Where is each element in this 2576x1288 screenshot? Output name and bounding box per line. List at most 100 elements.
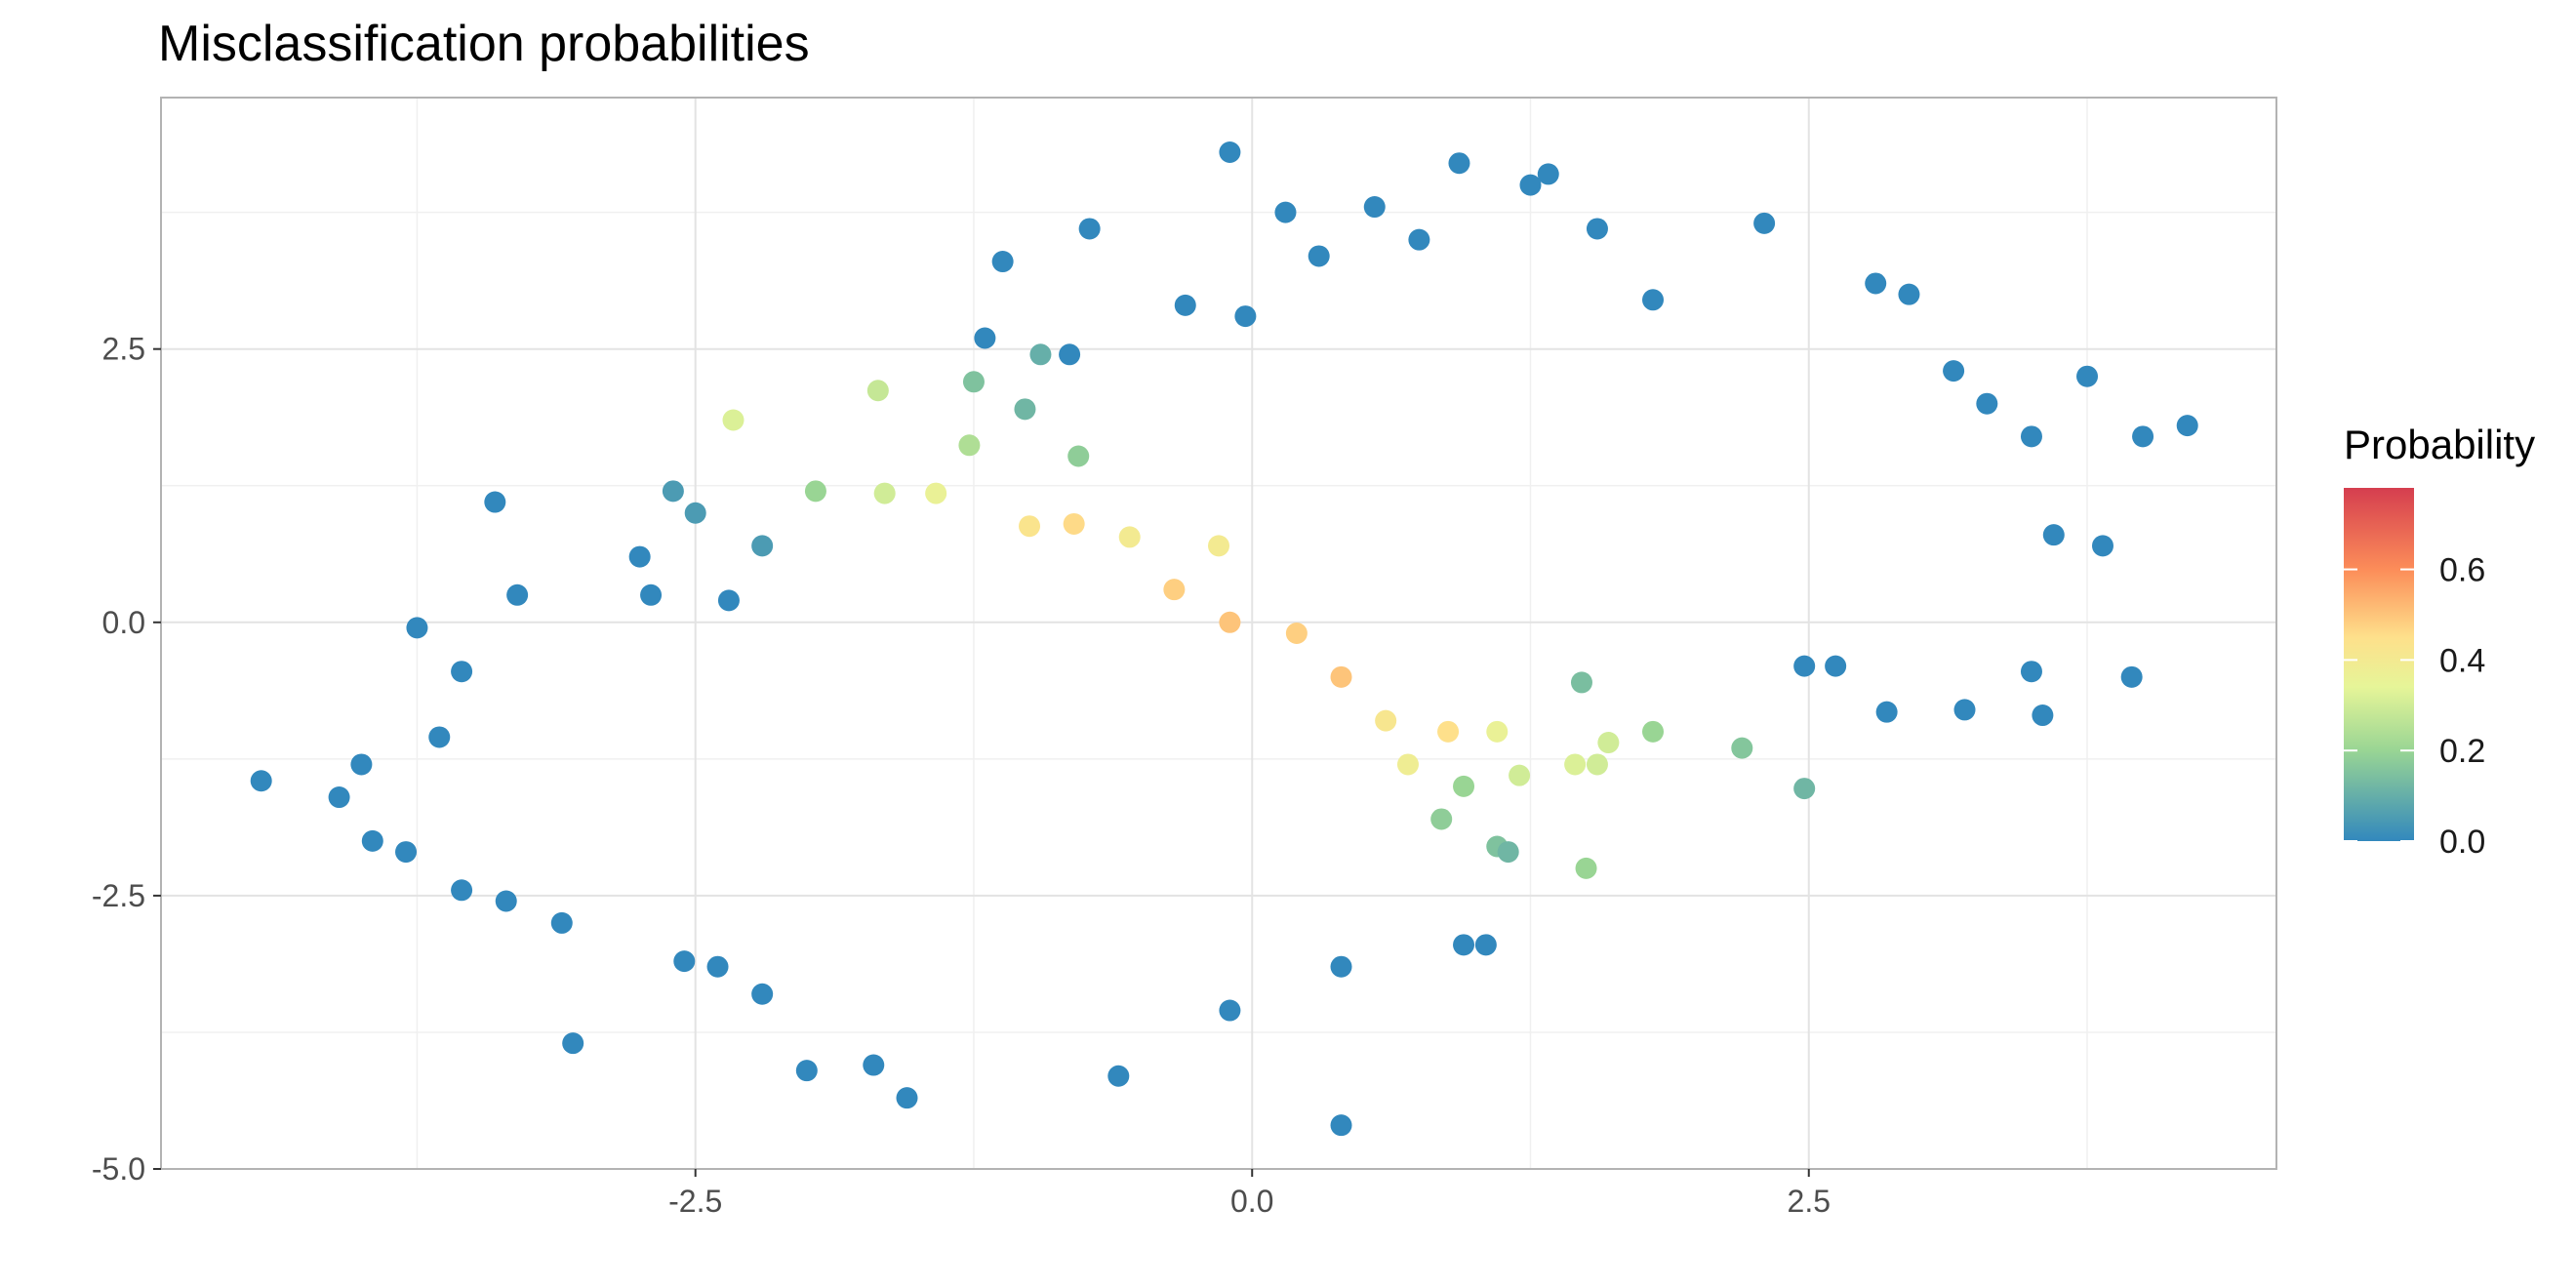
legend-tick-label: 0.2	[2439, 733, 2485, 770]
data-point	[1163, 579, 1186, 601]
data-point	[1063, 512, 1085, 535]
data-point	[428, 726, 451, 748]
x-axis: -2.5 0.0 2.5	[668, 1169, 1831, 1219]
plot-panel	[160, 97, 2277, 1170]
panel-background	[161, 98, 2276, 1169]
data-point	[795, 1060, 818, 1082]
data-point	[1234, 305, 1257, 328]
data-point	[1330, 665, 1352, 688]
data-point	[1865, 272, 1887, 295]
data-point	[2132, 425, 2154, 448]
data-point	[1059, 343, 1081, 366]
data-point	[866, 380, 889, 402]
data-point	[1274, 201, 1297, 223]
data-point	[350, 753, 373, 776]
data-point	[1219, 999, 1241, 1022]
data-point	[1453, 775, 1475, 797]
data-point	[925, 482, 947, 504]
data-point	[1597, 732, 1620, 754]
data-point	[1118, 526, 1141, 548]
data-point	[328, 786, 350, 809]
data-point	[250, 770, 272, 792]
data-point	[1875, 701, 1898, 723]
data-point	[495, 890, 517, 912]
y-tick-label: -2.5	[92, 878, 145, 913]
data-point	[1430, 808, 1453, 830]
data-point	[1174, 294, 1196, 316]
y-tick-label: 0.0	[102, 605, 145, 640]
data-point	[1067, 445, 1090, 467]
x-tick-label: -2.5	[668, 1184, 722, 1219]
data-point	[804, 480, 826, 503]
legend-tick-label: 0.4	[2439, 642, 2485, 679]
data-point	[451, 879, 473, 902]
data-point	[395, 841, 418, 864]
data-point	[863, 1054, 885, 1076]
data-point	[684, 502, 706, 524]
data-point	[1107, 1065, 1130, 1087]
data-point	[1363, 196, 1386, 219]
data-point	[1486, 720, 1509, 743]
data-point	[1753, 212, 1776, 234]
panel-border	[160, 97, 2277, 1170]
data-point	[717, 589, 740, 612]
data-point	[2032, 704, 2054, 727]
data-point	[1586, 753, 1608, 776]
data-point	[1029, 343, 1052, 366]
chart-title: Misclassification probabilities	[158, 16, 810, 72]
data-point	[1731, 737, 1753, 759]
data-point	[722, 409, 745, 431]
data-point	[1898, 283, 1920, 305]
data-point	[1586, 218, 1608, 240]
data-point	[2091, 535, 2113, 557]
data-point	[1943, 360, 1965, 382]
data-point	[1219, 141, 1241, 164]
data-point	[2120, 665, 2143, 688]
y-tick-label: -5.0	[92, 1151, 145, 1187]
data-point	[1825, 655, 1847, 677]
data-point	[751, 535, 774, 557]
data-point	[1219, 611, 1241, 633]
data-point	[962, 371, 985, 393]
data-point	[2042, 524, 2065, 546]
data-point	[640, 584, 663, 606]
data-point	[451, 661, 473, 683]
data-point	[1408, 228, 1430, 251]
data-point	[1564, 753, 1587, 776]
data-point	[1453, 934, 1475, 956]
minor-gridlines	[161, 98, 2276, 1169]
data-point	[1793, 655, 1816, 677]
data-point	[1375, 709, 1397, 732]
data-point	[1474, 934, 1497, 956]
data-point	[1642, 720, 1665, 743]
data-point	[1285, 623, 1308, 644]
data-point	[706, 955, 729, 978]
data-point	[1575, 857, 1597, 879]
data-point	[1793, 778, 1816, 800]
x-tick-label: 2.5	[1788, 1184, 1831, 1219]
data-point	[1642, 289, 1665, 311]
data-point	[1396, 753, 1419, 776]
legend-title: Probability	[2344, 422, 2535, 467]
data-point	[562, 1032, 584, 1055]
data-point	[550, 911, 573, 934]
data-point	[1078, 218, 1101, 240]
data-point	[1976, 392, 1998, 415]
data-point	[1519, 174, 1542, 196]
legend-tick-label: 0.0	[2439, 824, 2485, 861]
data-point	[1330, 955, 1352, 978]
data-point	[991, 251, 1014, 273]
data-points	[250, 141, 2198, 1137]
data-point	[1509, 764, 1531, 786]
data-point	[1437, 720, 1460, 743]
data-point	[484, 491, 506, 513]
legend-ticks: 0.0 0.2 0.4 0.6	[2344, 552, 2485, 861]
data-point	[1537, 163, 1559, 185]
data-point	[2020, 425, 2042, 448]
data-point	[873, 482, 896, 504]
data-point	[406, 617, 428, 639]
data-point	[1014, 398, 1036, 421]
data-point	[1448, 152, 1470, 175]
data-point	[628, 545, 651, 568]
